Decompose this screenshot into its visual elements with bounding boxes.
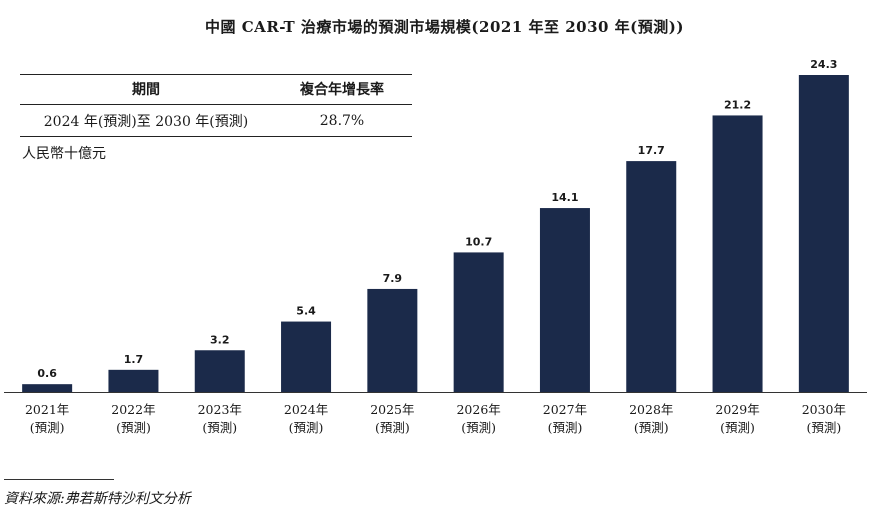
data-label: 7.9 (383, 272, 403, 285)
data-label: 17.7 (638, 144, 665, 157)
bar (281, 321, 332, 392)
cagr-header-rate: 複合年增長率 (272, 74, 412, 105)
bar (539, 208, 590, 392)
cagr-cell-period: 2024 年(預測)至 2030 年(預測) (20, 104, 272, 137)
x-tick-sublabel: (預測) (634, 420, 669, 435)
data-label: 3.2 (210, 333, 230, 346)
x-tick-sublabel: (預測) (548, 420, 583, 435)
bar (712, 115, 763, 392)
source-divider (4, 479, 114, 480)
source-note: 資料來源:弗若斯特沙利文分析 (4, 491, 191, 507)
bar (194, 350, 245, 392)
x-tick-label: 2026年 (456, 402, 500, 417)
bar (798, 75, 849, 392)
data-label: 21.2 (724, 98, 751, 111)
x-tick-sublabel: (預測) (30, 420, 65, 435)
x-tick-label: 2029年 (715, 402, 759, 417)
x-tick-label: 2021年 (25, 402, 69, 417)
x-tick-sublabel: (預測) (375, 420, 410, 435)
x-tick-sublabel: (預測) (289, 420, 324, 435)
x-tick-label: 2027年 (543, 402, 587, 417)
bar (108, 369, 159, 392)
x-tick-label: 2025年 (370, 402, 414, 417)
x-tick-sublabel: (預測) (461, 420, 496, 435)
cagr-table-header-row: 期間 複合年增長率 (20, 74, 412, 105)
bar (22, 384, 73, 392)
data-label: 10.7 (465, 235, 492, 248)
cagr-header-period: 期間 (20, 74, 272, 105)
data-label: 24.3 (810, 58, 837, 71)
bar (626, 161, 677, 392)
x-tick-label: 2030年 (802, 402, 846, 417)
x-tick-sublabel: (預測) (806, 420, 841, 435)
bar (367, 288, 418, 392)
x-tick-label: 2024年 (284, 402, 328, 417)
cagr-table: 期間 複合年增長率 2024 年(預測)至 2030 年(預測) 28.7% (20, 74, 412, 137)
x-tick-sublabel: (預測) (116, 420, 151, 435)
data-label: 14.1 (551, 191, 578, 204)
x-tick-label: 2023年 (198, 402, 242, 417)
data-label: 0.6 (37, 367, 57, 380)
unit-label: 人民幣十億元 (22, 146, 106, 162)
cagr-table-row: 2024 年(預測)至 2030 年(預測) 28.7% (20, 104, 412, 137)
bar (453, 252, 504, 392)
x-tick-label: 2028年 (629, 402, 673, 417)
data-label: 5.4 (296, 305, 316, 318)
x-tick-sublabel: (預測) (202, 420, 237, 435)
chart-title: 中國 CAR-T 治療市場的預測市場規模(2021 年至 2030 年(預測)) (205, 18, 684, 36)
x-tick-label: 2022年 (111, 402, 155, 417)
data-label: 1.7 (124, 353, 144, 366)
cagr-cell-rate: 28.7% (272, 104, 412, 137)
x-tick-sublabel: (預測) (720, 420, 755, 435)
